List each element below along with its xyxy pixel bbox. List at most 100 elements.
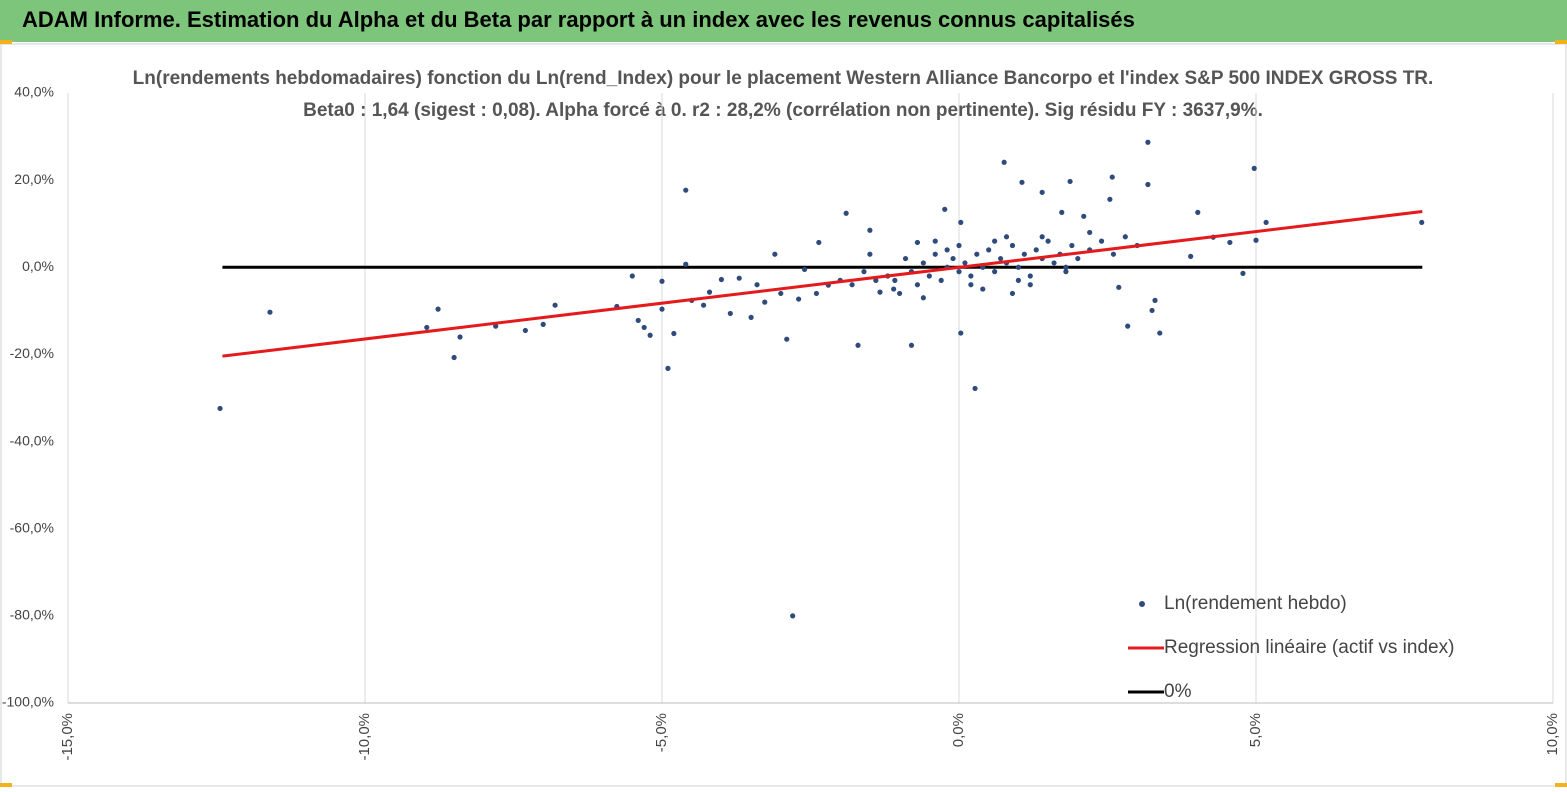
point <box>908 342 915 348</box>
point <box>706 289 713 295</box>
point <box>1195 209 1201 215</box>
point <box>1098 238 1105 244</box>
point <box>1251 165 1257 171</box>
point <box>754 282 760 288</box>
point <box>920 295 926 301</box>
point <box>891 286 897 292</box>
point <box>897 290 903 297</box>
point <box>1021 251 1027 257</box>
point <box>1240 270 1246 276</box>
point <box>962 260 968 266</box>
y-tick-label: -60,0% <box>10 519 54 535</box>
point <box>451 354 457 361</box>
point <box>932 251 938 257</box>
point <box>435 306 441 312</box>
point <box>997 255 1004 262</box>
point <box>816 239 822 246</box>
point <box>778 290 784 297</box>
point <box>926 273 932 279</box>
point <box>772 251 778 257</box>
point <box>986 247 992 253</box>
corner <box>0 40 12 44</box>
point <box>1067 178 1073 185</box>
point <box>968 282 974 288</box>
point <box>424 324 430 331</box>
point <box>902 255 909 262</box>
point <box>914 239 921 246</box>
point <box>992 269 998 275</box>
legend-label: Ln(rendement hebdo) <box>1164 593 1347 614</box>
point <box>958 330 964 336</box>
point <box>1149 307 1155 314</box>
corner <box>1555 783 1567 787</box>
point <box>956 269 962 275</box>
y-tick-label: -80,0% <box>10 607 54 623</box>
point <box>1157 330 1163 336</box>
line <box>222 210 1423 358</box>
point <box>1027 273 1033 279</box>
header-bar <box>0 0 1567 42</box>
point <box>958 219 964 226</box>
point <box>938 277 944 283</box>
point <box>801 266 808 273</box>
point <box>950 255 956 262</box>
point <box>552 302 558 308</box>
point <box>843 210 849 216</box>
point <box>700 302 707 308</box>
point <box>1039 234 1045 240</box>
point <box>1087 229 1093 236</box>
point <box>1419 219 1425 226</box>
point <box>1009 290 1016 297</box>
point <box>972 385 978 392</box>
point <box>813 290 820 297</box>
legend-marker <box>1139 601 1145 607</box>
point <box>1253 237 1259 243</box>
point <box>992 238 998 244</box>
point <box>892 277 898 283</box>
point <box>956 242 962 249</box>
y-tick-label: 0,0% <box>22 258 54 274</box>
chart-frame <box>0 43 1567 787</box>
page-title: ADAM Informe. Estimation du Alpha et du … <box>22 7 1135 32</box>
point <box>1075 255 1081 262</box>
y-tick-label: 20,0% <box>14 171 54 187</box>
point <box>1039 189 1045 195</box>
legend-label: Regression linéaire (actif vs index) <box>1164 637 1454 658</box>
point <box>727 310 733 317</box>
point <box>877 289 883 295</box>
point <box>718 276 725 283</box>
point <box>1227 239 1233 246</box>
legend-label: 0% <box>1164 681 1192 702</box>
point <box>867 251 873 257</box>
point <box>861 269 867 275</box>
point <box>1009 242 1016 249</box>
point <box>942 206 948 212</box>
point <box>1015 264 1022 270</box>
point <box>1069 242 1075 249</box>
y-tick-label: 40,0% <box>14 84 54 100</box>
point <box>217 405 223 412</box>
point <box>1045 238 1051 244</box>
point <box>1027 282 1033 288</box>
point <box>867 227 873 233</box>
x-tick-label: 5,0% <box>1247 713 1264 747</box>
x-tick-label: 0,0% <box>950 713 967 747</box>
point <box>748 314 754 320</box>
point <box>1125 323 1131 329</box>
chart-title: Ln(rendements hebdomadaires) fonction du… <box>133 68 1434 89</box>
point <box>1081 213 1087 219</box>
point <box>522 327 528 334</box>
point <box>641 324 647 331</box>
point <box>796 296 802 302</box>
point <box>855 342 861 348</box>
point <box>647 332 653 338</box>
point <box>1051 260 1057 266</box>
point <box>1059 209 1065 215</box>
point <box>762 299 768 305</box>
point <box>1019 179 1025 185</box>
point <box>1107 196 1113 202</box>
point <box>920 260 926 266</box>
point <box>849 282 855 288</box>
